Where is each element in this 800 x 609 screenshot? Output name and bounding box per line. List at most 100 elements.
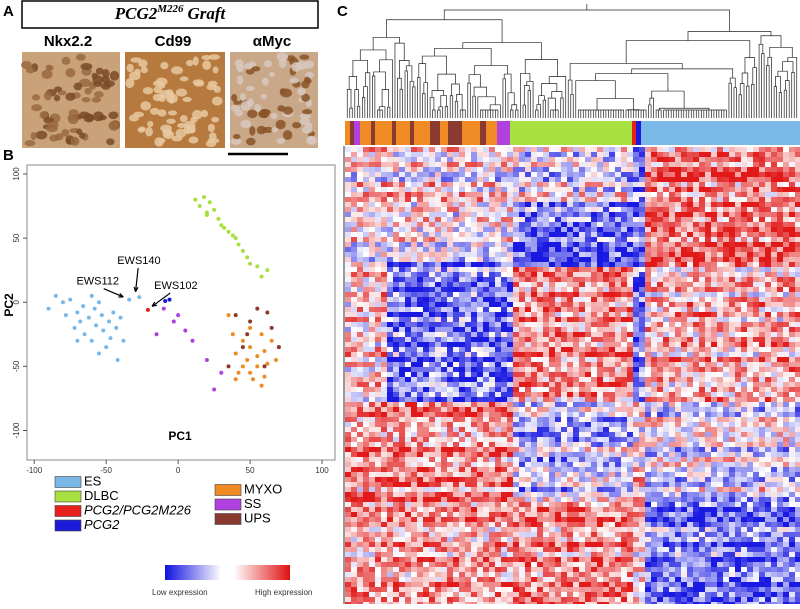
- heatmap-cell: [639, 412, 645, 417]
- heatmap-cell: [747, 342, 753, 347]
- heatmap-cell: [441, 277, 447, 282]
- heatmap-cell: [471, 152, 477, 157]
- heatmap-cell: [615, 397, 621, 402]
- heatmap-cell: [699, 327, 705, 332]
- heatmap-cell: [465, 317, 471, 322]
- heatmap-cell: [441, 262, 447, 267]
- heatmap-cell: [681, 247, 687, 252]
- heatmap-cell: [549, 382, 555, 387]
- heatmap-cell: [591, 372, 597, 377]
- heatmap-cell: [381, 317, 387, 322]
- heatmap-cell: [663, 152, 669, 157]
- heatmap-cell: [447, 442, 453, 447]
- heatmap-cell: [783, 322, 789, 327]
- heatmap-cell: [555, 162, 561, 167]
- heatmap-cell: [531, 187, 537, 192]
- heatmap-cell: [567, 347, 573, 352]
- heatmap-cell: [441, 347, 447, 352]
- heatmap-cell: [759, 167, 765, 172]
- heatmap-cell: [777, 382, 783, 387]
- heatmap-cell: [519, 372, 525, 377]
- heatmap-cell: [753, 222, 759, 227]
- heatmap-cell: [417, 387, 423, 392]
- heatmap-cell: [747, 177, 753, 182]
- heatmap-cell: [501, 392, 507, 397]
- heatmap-cell: [651, 247, 657, 252]
- heatmap-cell: [459, 237, 465, 242]
- heatmap-cell: [411, 272, 417, 277]
- heatmap-cell: [375, 367, 381, 372]
- heatmap-cell: [729, 322, 735, 327]
- heatmap-cell: [537, 147, 543, 152]
- heatmap-cell: [435, 177, 441, 182]
- heatmap-cell: [795, 332, 800, 337]
- heatmap-cell: [621, 412, 627, 417]
- heatmap-cell: [609, 317, 615, 322]
- heatmap-cell: [789, 207, 795, 212]
- heatmap-cell: [591, 177, 597, 182]
- heatmap-cell: [387, 242, 393, 247]
- heatmap-cell: [363, 332, 369, 337]
- heatmap-cell: [699, 182, 705, 187]
- heatmap-cell: [441, 297, 447, 302]
- heatmap-cell: [513, 187, 519, 192]
- heatmap-cell: [573, 257, 579, 262]
- heatmap-cell: [399, 342, 405, 347]
- heatmap-cell: [693, 232, 699, 237]
- heatmap-cell: [561, 362, 567, 367]
- heatmap-cell: [717, 292, 723, 297]
- heatmap-cell: [477, 247, 483, 252]
- heatmap-cell: [609, 417, 615, 422]
- heatmap-cell: [735, 227, 741, 232]
- heatmap-cell: [753, 332, 759, 337]
- heatmap-cell: [441, 252, 447, 257]
- heatmap-cell: [549, 307, 555, 312]
- heatmap-cell: [723, 317, 729, 322]
- heatmap-cell: [441, 407, 447, 412]
- heatmap-cell: [639, 307, 645, 312]
- heatmap-cell: [561, 287, 567, 292]
- heatmap-cell: [597, 357, 603, 362]
- heatmap-cell: [735, 182, 741, 187]
- heatmap-cell: [357, 402, 363, 407]
- heatmap-cell: [783, 242, 789, 247]
- heatmap-cell: [405, 447, 411, 452]
- heatmap-cell: [459, 147, 465, 152]
- heatmap-cell: [405, 322, 411, 327]
- heatmap-cell: [615, 267, 621, 272]
- heatmap-cell: [789, 152, 795, 157]
- heatmap-cell: [651, 382, 657, 387]
- heatmap-cell: [759, 317, 765, 322]
- heatmap-cell: [555, 417, 561, 422]
- heatmap-cell: [447, 447, 453, 452]
- heatmap-cell: [735, 347, 741, 352]
- heatmap-cell: [447, 422, 453, 427]
- heatmap-cell: [753, 187, 759, 192]
- heatmap-cell: [369, 287, 375, 292]
- heatmap-cell: [789, 302, 795, 307]
- heatmap-cell: [429, 367, 435, 372]
- heatmap-cell: [591, 337, 597, 342]
- heatmap-cell: [771, 302, 777, 307]
- heatmap-cell: [357, 302, 363, 307]
- heatmap-cell: [375, 227, 381, 232]
- heatmap-cell: [663, 217, 669, 222]
- heatmap-cell: [675, 292, 681, 297]
- point: [260, 332, 264, 336]
- heatmap-cell: [393, 317, 399, 322]
- heatmap-cell: [441, 362, 447, 367]
- heatmap-cell: [375, 317, 381, 322]
- heatmap-cell: [639, 217, 645, 222]
- heatmap-cell: [735, 257, 741, 262]
- heatmap-cell: [699, 297, 705, 302]
- heatmap-cell: [405, 282, 411, 287]
- heatmap-cell: [363, 327, 369, 332]
- heatmap-cell: [501, 387, 507, 392]
- heatmap-cell: [363, 407, 369, 412]
- y-tick-label: -100: [12, 422, 21, 439]
- heatmap-cell: [753, 172, 759, 177]
- heatmap-cell: [477, 227, 483, 232]
- heatmap-cell: [717, 177, 723, 182]
- heatmap-cell: [669, 387, 675, 392]
- heatmap-cell: [453, 327, 459, 332]
